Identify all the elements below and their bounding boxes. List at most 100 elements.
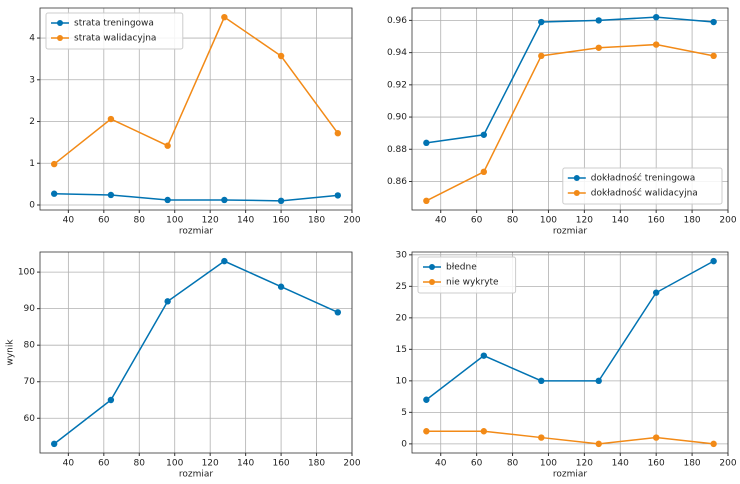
data-point <box>221 257 228 265</box>
legend-label: strata walidacyjna <box>74 34 156 44</box>
legend-box <box>45 12 184 50</box>
legend-box <box>562 167 723 205</box>
legend-marker <box>573 190 580 196</box>
data-point <box>107 191 115 199</box>
data-point <box>480 131 488 138</box>
data-point <box>652 289 660 296</box>
axes-frame <box>411 7 729 211</box>
series-line <box>53 16 339 165</box>
data-point <box>652 41 660 48</box>
y-tick-label: 20 <box>396 313 408 323</box>
data-point <box>164 298 171 305</box>
x-tick-label: 160 <box>648 459 665 469</box>
x-tick-label: 120 <box>202 459 219 469</box>
legend-marker <box>429 264 435 270</box>
y-tick-label: 5 <box>401 408 407 418</box>
y-tick-label: 0.90 <box>387 113 407 123</box>
y-tick-label: 0.96 <box>387 16 407 26</box>
data-point <box>710 440 717 448</box>
data-point <box>480 352 488 359</box>
x-axis-label: rozmiar <box>553 470 588 480</box>
legend-box <box>417 256 517 294</box>
data-point <box>652 434 660 441</box>
series-line <box>426 16 714 144</box>
x-tick-label: 180 <box>683 216 700 226</box>
x-tick-label: 60 <box>471 216 483 226</box>
x-tick-label: 120 <box>576 216 593 226</box>
legend-marker <box>573 175 580 181</box>
legend-marker <box>57 20 63 26</box>
x-tick-label: 60 <box>98 459 110 469</box>
data-point <box>50 190 58 197</box>
y-tick-label: 2 <box>29 117 35 127</box>
data-point <box>710 257 717 265</box>
y-tick-label: 0.86 <box>387 177 407 187</box>
x-tick-label: 200 <box>719 216 736 226</box>
data-point <box>538 434 545 441</box>
legend-label: nie wykryte <box>446 278 499 288</box>
y-tick-label: 90 <box>24 304 36 314</box>
y-tick-label: 60 <box>24 414 36 424</box>
data-point <box>334 130 342 137</box>
x-tick-label: 180 <box>308 459 325 469</box>
legend-label: strata treningowa <box>74 19 154 29</box>
x-tick-label: 40 <box>63 459 75 469</box>
data-point <box>710 52 717 60</box>
y-tick-label: 0.92 <box>387 80 407 90</box>
data-point <box>480 168 488 176</box>
data-point <box>652 13 660 21</box>
data-point <box>164 196 171 204</box>
x-axis-label: rozmiar <box>179 470 214 480</box>
x-tick-label: 140 <box>612 459 629 469</box>
data-point <box>538 377 545 385</box>
data-point <box>538 52 545 60</box>
x-tick-label: 100 <box>166 459 183 469</box>
y-axis-label: wynik <box>6 339 16 366</box>
data-point <box>334 192 342 199</box>
axes-frame <box>411 251 729 454</box>
data-point <box>221 196 228 204</box>
x-tick-label: 80 <box>134 459 146 469</box>
y-tick-label: 80 <box>24 341 36 351</box>
x-tick-label: 200 <box>343 459 360 469</box>
x-tick-label: 100 <box>166 216 183 226</box>
data-point <box>423 428 430 435</box>
data-point <box>710 18 717 26</box>
y-tick-label: 100 <box>18 268 35 278</box>
x-tick-label: 120 <box>576 459 593 469</box>
data-point <box>107 396 115 404</box>
x-tick-label: 40 <box>63 216 75 226</box>
x-tick-label: 80 <box>507 216 519 226</box>
x-axis-label: rozmiar <box>179 227 214 237</box>
legend-marker <box>429 279 435 285</box>
legend-label: błedne <box>446 263 477 273</box>
x-tick-label: 60 <box>98 216 110 226</box>
data-point <box>595 377 602 385</box>
y-tick-label: 70 <box>24 377 36 387</box>
axes-frame <box>39 251 353 454</box>
y-tick-label: 0 <box>29 200 35 210</box>
y-tick-label: 3 <box>29 75 35 85</box>
legend-label: dokładność walidacyjna <box>591 188 698 199</box>
legend-marker <box>57 35 63 41</box>
x-tick-label: 40 <box>435 459 447 469</box>
data-point <box>277 283 285 290</box>
data-point <box>595 17 602 24</box>
data-point <box>277 52 285 60</box>
data-point <box>50 160 58 168</box>
x-tick-label: 40 <box>435 216 447 226</box>
x-tick-label: 140 <box>237 216 254 226</box>
subplot: 40 60 80 100 120 140 160 180 200 0.86 0.88 0.90 0.92… <box>387 7 737 237</box>
data-point <box>538 18 545 26</box>
series-line <box>425 260 714 401</box>
x-axis-label: rozmiar <box>553 227 588 237</box>
x-tick-label: 120 <box>202 216 219 226</box>
data-point <box>277 197 285 205</box>
x-tick-label: 180 <box>308 216 325 226</box>
y-tick-label: 1 <box>29 159 35 169</box>
data-point <box>423 197 430 205</box>
data-point <box>50 440 58 448</box>
y-tick-label: 4 <box>29 34 35 44</box>
data-point <box>334 309 342 316</box>
